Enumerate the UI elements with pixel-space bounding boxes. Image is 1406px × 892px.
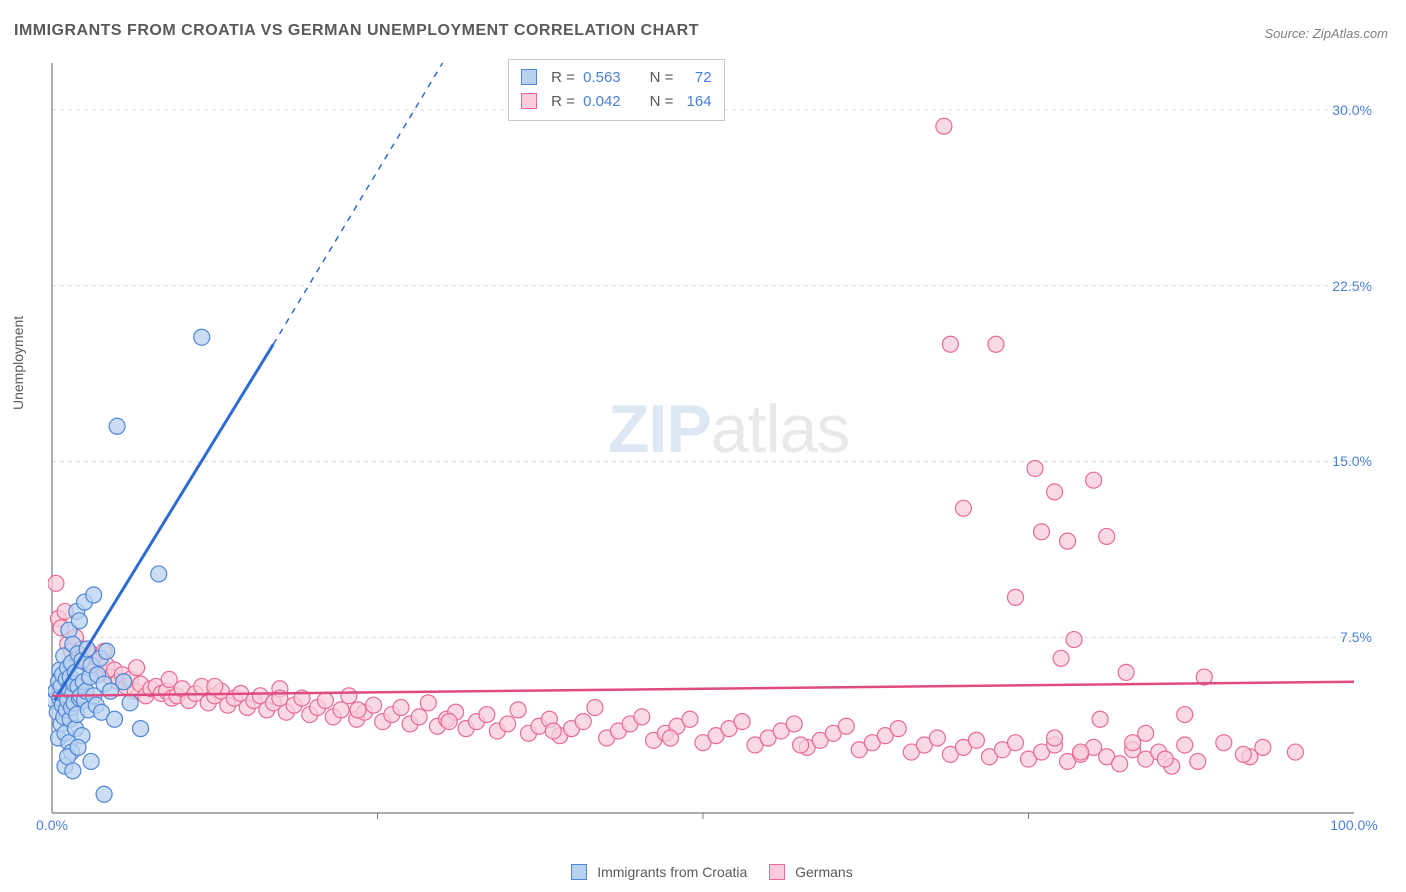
source-link[interactable]: ZipAtlas.com: [1313, 26, 1388, 41]
source-prefix: Source:: [1264, 26, 1312, 41]
r-value-germans: 0.042: [583, 90, 637, 114]
x-axis-legend: Immigrants from Croatia Germans: [0, 864, 1406, 880]
r-value-croatia: 0.563: [583, 66, 637, 90]
stats-row-germans: R = 0.042 N = 164: [521, 90, 712, 114]
x-tick-label: 0.0%: [36, 817, 68, 833]
watermark-bold: ZIP: [608, 391, 711, 467]
chart-title: IMMIGRANTS FROM CROATIA VS GERMAN UNEMPL…: [14, 22, 699, 40]
source-credit: Source: ZipAtlas.com: [1264, 26, 1388, 41]
n-value-germans: 164: [682, 90, 712, 114]
r-label: R =: [551, 69, 575, 86]
stats-row-croatia: R = 0.563 N = 72: [521, 66, 712, 90]
legend-label-germans: Germans: [795, 864, 853, 880]
n-label: N =: [650, 93, 674, 110]
legend-swatch-croatia: [571, 864, 587, 880]
y-axis-label: Unemployment: [10, 316, 26, 410]
y-tick-label: 7.5%: [1340, 629, 1372, 645]
y-tick-label: 30.0%: [1332, 102, 1372, 118]
swatch-croatia: [521, 69, 537, 85]
y-tick-label: 22.5%: [1332, 278, 1372, 294]
correlation-stats-box: R = 0.563 N = 72 R = 0.042 N = 164: [508, 59, 725, 121]
legend-swatch-germans: [769, 864, 785, 880]
x-tick-label: 100.0%: [1330, 817, 1377, 833]
n-label: N =: [650, 69, 674, 86]
plot-area: R = 0.563 N = 72 R = 0.042 N = 164 ZIPat…: [48, 55, 1378, 835]
y-tick-label: 15.0%: [1332, 453, 1372, 469]
n-value-croatia: 72: [682, 66, 712, 90]
r-label: R =: [551, 93, 575, 110]
legend-label-croatia: Immigrants from Croatia: [597, 864, 747, 880]
watermark-light: atlas: [711, 391, 850, 467]
swatch-germans: [521, 93, 537, 109]
watermark: ZIPatlas: [608, 390, 849, 468]
